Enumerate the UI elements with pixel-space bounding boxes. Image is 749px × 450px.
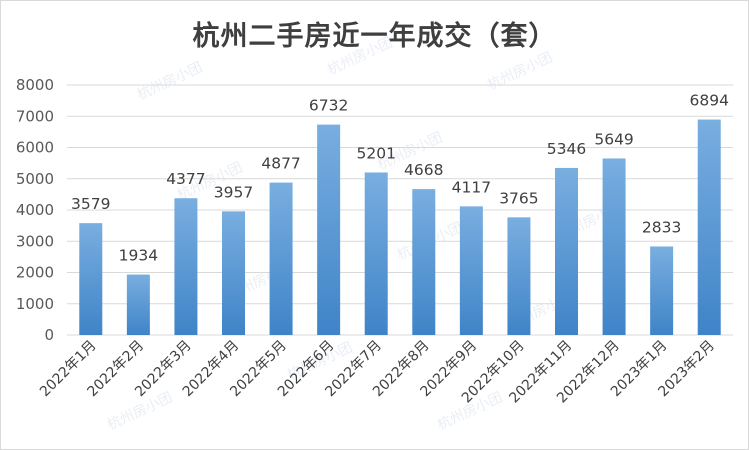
- data-label: 5649: [594, 130, 633, 148]
- data-label: 3765: [499, 189, 538, 207]
- y-tick-label: 2000: [16, 264, 54, 282]
- y-axis-ticks: 0 1000 2000 3000 4000 5000 6000 7000 8000: [16, 76, 54, 344]
- y-tick-label: 8000: [16, 76, 54, 94]
- bar: [650, 246, 674, 335]
- bar: [697, 119, 721, 335]
- data-labels: 3579 1934 4377 3957 4877 6732 5201 4668 4117 3765…: [71, 92, 729, 265]
- bar: [555, 167, 578, 335]
- bar: [317, 124, 341, 335]
- data-label: 4668: [404, 161, 443, 179]
- data-label: 3579: [71, 195, 110, 213]
- bar: [507, 217, 531, 335]
- data-label: 4877: [261, 155, 300, 173]
- bars: [79, 119, 721, 335]
- bar: [459, 206, 483, 335]
- y-tick-label: 0: [44, 326, 54, 344]
- data-label: 4377: [166, 170, 205, 188]
- bar: [174, 198, 198, 335]
- bar: [269, 182, 293, 335]
- bar: [79, 223, 103, 335]
- watermark-text: 杭州房小团: [325, 35, 395, 79]
- y-tick-label: 5000: [16, 170, 54, 188]
- bar: [602, 158, 626, 335]
- bar: [364, 172, 388, 335]
- y-tick-label: 3000: [16, 232, 54, 250]
- bar: [126, 274, 150, 335]
- y-tick-label: 7000: [16, 107, 54, 125]
- data-label: 5346: [547, 140, 586, 158]
- y-tick-label: 6000: [16, 139, 54, 157]
- data-label: 6894: [689, 92, 728, 110]
- y-tick-label: 4000: [16, 201, 54, 219]
- data-label: 5201: [356, 144, 395, 162]
- data-label: 4117: [452, 178, 491, 196]
- bar: [412, 189, 436, 335]
- data-label: 1934: [119, 247, 158, 265]
- chart-title: 杭州二手房近一年成交（套）: [192, 21, 557, 52]
- bar: [222, 211, 245, 335]
- x-axis-ticks: 2022年1月2022年2月2022年3月2022年4月2022年5月2022年…: [37, 338, 718, 407]
- y-tick-label: 1000: [16, 295, 54, 313]
- data-label: 6732: [309, 97, 348, 115]
- watermark-text: 杭州房小团: [485, 50, 555, 94]
- data-label: 2833: [642, 218, 681, 236]
- data-label: 3957: [214, 183, 253, 201]
- gridlines: [67, 84, 733, 336]
- watermark-text: 杭州房小团: [135, 60, 205, 104]
